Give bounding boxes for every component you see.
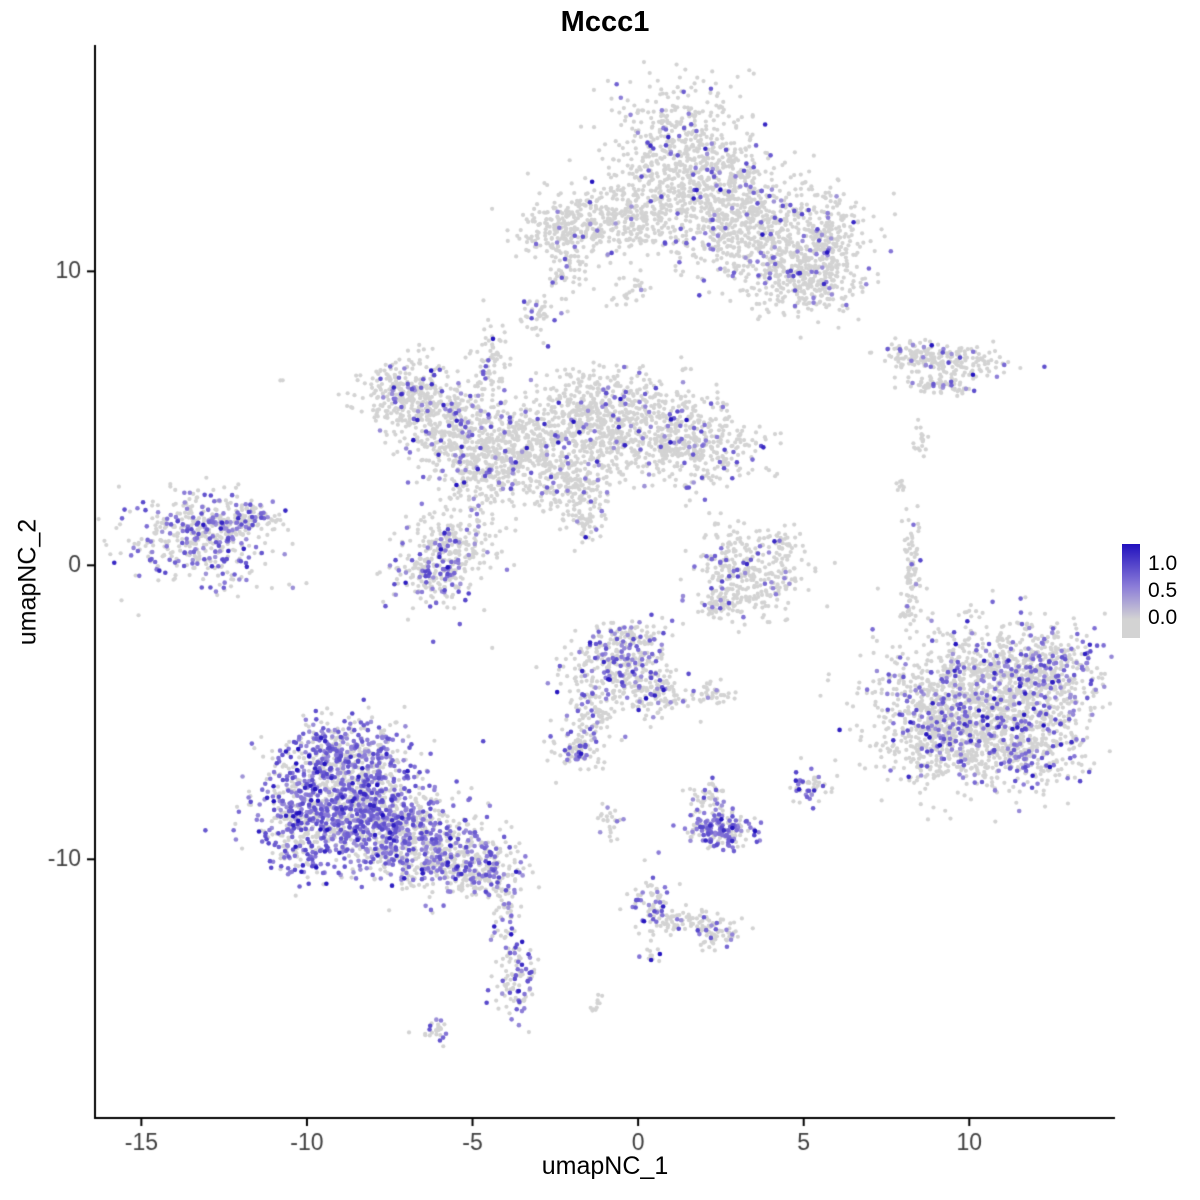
x-axis-label: umapNC_1 bbox=[541, 1152, 669, 1180]
legend-label-mid: 0.5 bbox=[1148, 579, 1178, 602]
legend-labels: 1.0 0.5 0.0 bbox=[1148, 544, 1177, 638]
legend-label-low: 0.0 bbox=[1148, 606, 1178, 629]
legend-gradient-bar bbox=[1122, 544, 1140, 638]
color-legend: 1.0 0.5 0.0 bbox=[1122, 544, 1198, 640]
y-axis-label: umapNC_2 bbox=[13, 518, 42, 646]
legend-label-high: 1.0 bbox=[1148, 552, 1178, 575]
plot-title: Mccc1 bbox=[560, 6, 650, 38]
